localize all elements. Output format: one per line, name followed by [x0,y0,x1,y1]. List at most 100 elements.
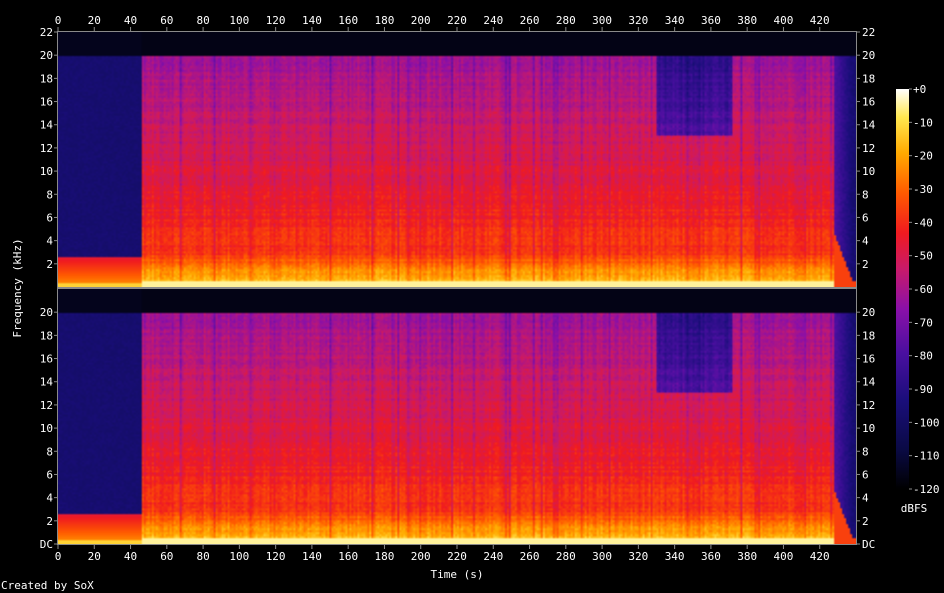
colorbar-tick-label: -110 [913,450,940,463]
y-tick-label-left: 10 [40,165,53,178]
y-tick-label-right: 4 [862,492,869,505]
y-tick-label-right: DC [862,538,875,551]
y-tick-label-right: 18 [862,329,875,342]
y-tick-label-left: 18 [40,329,53,342]
x-tick-label-top: 60 [160,14,173,27]
x-tick-label-top: 400 [774,14,794,27]
x-tick-label-bottom: 180 [375,550,395,563]
y-tick-label-right: 16 [862,353,875,366]
colorbar-tick-label: -60 [913,283,933,296]
x-tick-label-top: 20 [88,14,101,27]
y-tick-label-right: 20 [862,49,875,62]
channel-1-y-ticks-left: 2 4 6 8 10 12 14 16 18 20 22 [40,26,57,271]
y-tick-label-left: 14 [40,119,54,132]
x-tick-label-top: 260 [520,14,540,27]
x-tick-label-bottom: 120 [266,550,286,563]
y-tick-label-left: 20 [40,306,53,319]
colorbar-tick-label: -10 [913,116,933,129]
y-tick-label-left: 6 [46,211,53,224]
y-tick-label-right: 6 [862,211,869,224]
colorbar: +0 -10 -20 -30 -40 -50 -60 -70 -80 -90 -100 -110 -12… [896,83,940,515]
x-tick-label-top: 300 [592,14,612,27]
x-tick-label-top: 280 [556,14,576,27]
y-tick-label-right: 14 [862,119,876,132]
y-tick-label-left: 16 [40,353,53,366]
y-tick-label-right: 10 [862,422,875,435]
x-tick-label-bottom: 100 [229,550,249,563]
colorbar-gradient [896,89,909,489]
channel-2-spectrogram [58,289,856,544]
y-tick-label-left: 12 [40,399,53,412]
x-tick-label-top: 380 [737,14,757,27]
x-tick-label-bottom: 380 [737,550,757,563]
y-axis-label: Frequency (kHz) [11,238,24,337]
colorbar-tick-label: -90 [913,383,933,396]
colorbar-tick-label: -70 [913,316,933,329]
sox-credit: Created by SoX [1,579,94,592]
x-tick-label-top: 140 [302,14,322,27]
colorbar-ticks: +0 -10 -20 -30 -40 -50 -60 -70 -80 -90 -100 -110 -12… [909,83,940,496]
y-tick-label-right: 20 [862,306,875,319]
y-tick-label-left: 20 [40,49,53,62]
y-tick-label-right: 12 [862,142,875,155]
x-tick-label-top: 160 [338,14,358,27]
x-tick-label-top: 200 [411,14,431,27]
x-tick-label-bottom: 260 [520,550,540,563]
y-tick-label-left: 2 [46,258,53,271]
x-axis-bottom-ticks: 0 20 40 60 80 100 120 140 160 180 200 220 240 260 280 3… [55,545,830,563]
y-tick-label-right: 8 [862,445,869,458]
x-tick-label-bottom: 220 [447,550,467,563]
y-tick-label-left: 22 [40,26,53,39]
colorbar-tick-label: -120 [913,483,940,496]
y-tick-label-right: 8 [862,188,869,201]
x-tick-label-bottom: 200 [411,550,431,563]
x-tick-label-top: 320 [628,14,648,27]
x-tick-label-bottom: 60 [160,550,173,563]
x-tick-label-bottom: 420 [810,550,830,563]
x-tick-label-top: 80 [196,14,209,27]
y-tick-label-right: 10 [862,165,875,178]
x-tick-label-top: 360 [701,14,721,27]
colorbar-unit: dBFS [901,502,928,515]
colorbar-tick-label: -100 [913,416,940,429]
x-tick-label-top: 120 [266,14,286,27]
channel-2-y-ticks-right: DC 2 4 6 8 10 12 14 16 18 20 [857,306,876,551]
y-tick-label-right: 4 [862,235,869,248]
y-tick-label-right: 12 [862,399,875,412]
y-tick-label-left: 14 [40,376,54,389]
x-tick-label-top: 220 [447,14,467,27]
channel-1-frame [57,31,857,288]
colorbar-tick-label: -40 [913,216,933,229]
channel-2-y-ticks-left: DC 2 4 6 8 10 12 14 16 18 20 [40,306,57,551]
x-tick-label-top: 40 [124,14,137,27]
y-tick-label-left: 2 [46,515,53,528]
x-tick-label-top: 340 [665,14,685,27]
channel-1-y-ticks-right: 2 4 6 8 10 12 14 16 18 20 22 [857,26,876,271]
channel-1-spectrogram [58,32,856,287]
x-tick-label-bottom: 360 [701,550,721,563]
x-tick-label-bottom: 0 [55,550,62,563]
y-tick-label-left: 4 [46,235,53,248]
y-tick-label-left: 8 [46,188,53,201]
y-tick-label-left: 6 [46,468,53,481]
x-tick-label-bottom: 240 [483,550,503,563]
y-tick-label-right: 2 [862,258,869,271]
colorbar-tick-label: -30 [913,183,933,196]
y-tick-label-right: 16 [862,96,875,109]
y-tick-label-left: DC [40,538,53,551]
channel-2-frame [57,288,857,545]
colorbar-tick-label: -20 [913,150,933,163]
x-tick-label-top: 420 [810,14,830,27]
x-tick-label-bottom: 300 [592,550,612,563]
x-tick-label-top: 240 [483,14,503,27]
x-tick-label-bottom: 140 [302,550,322,563]
x-tick-label-bottom: 40 [124,550,137,563]
y-tick-label-left: 8 [46,445,53,458]
y-tick-label-right: 14 [862,376,876,389]
x-tick-label-bottom: 280 [556,550,576,563]
y-tick-label-right: 22 [862,26,875,39]
y-tick-label-left: 4 [46,492,53,505]
y-tick-label-right: 2 [862,515,869,528]
y-tick-label-left: 10 [40,422,53,435]
